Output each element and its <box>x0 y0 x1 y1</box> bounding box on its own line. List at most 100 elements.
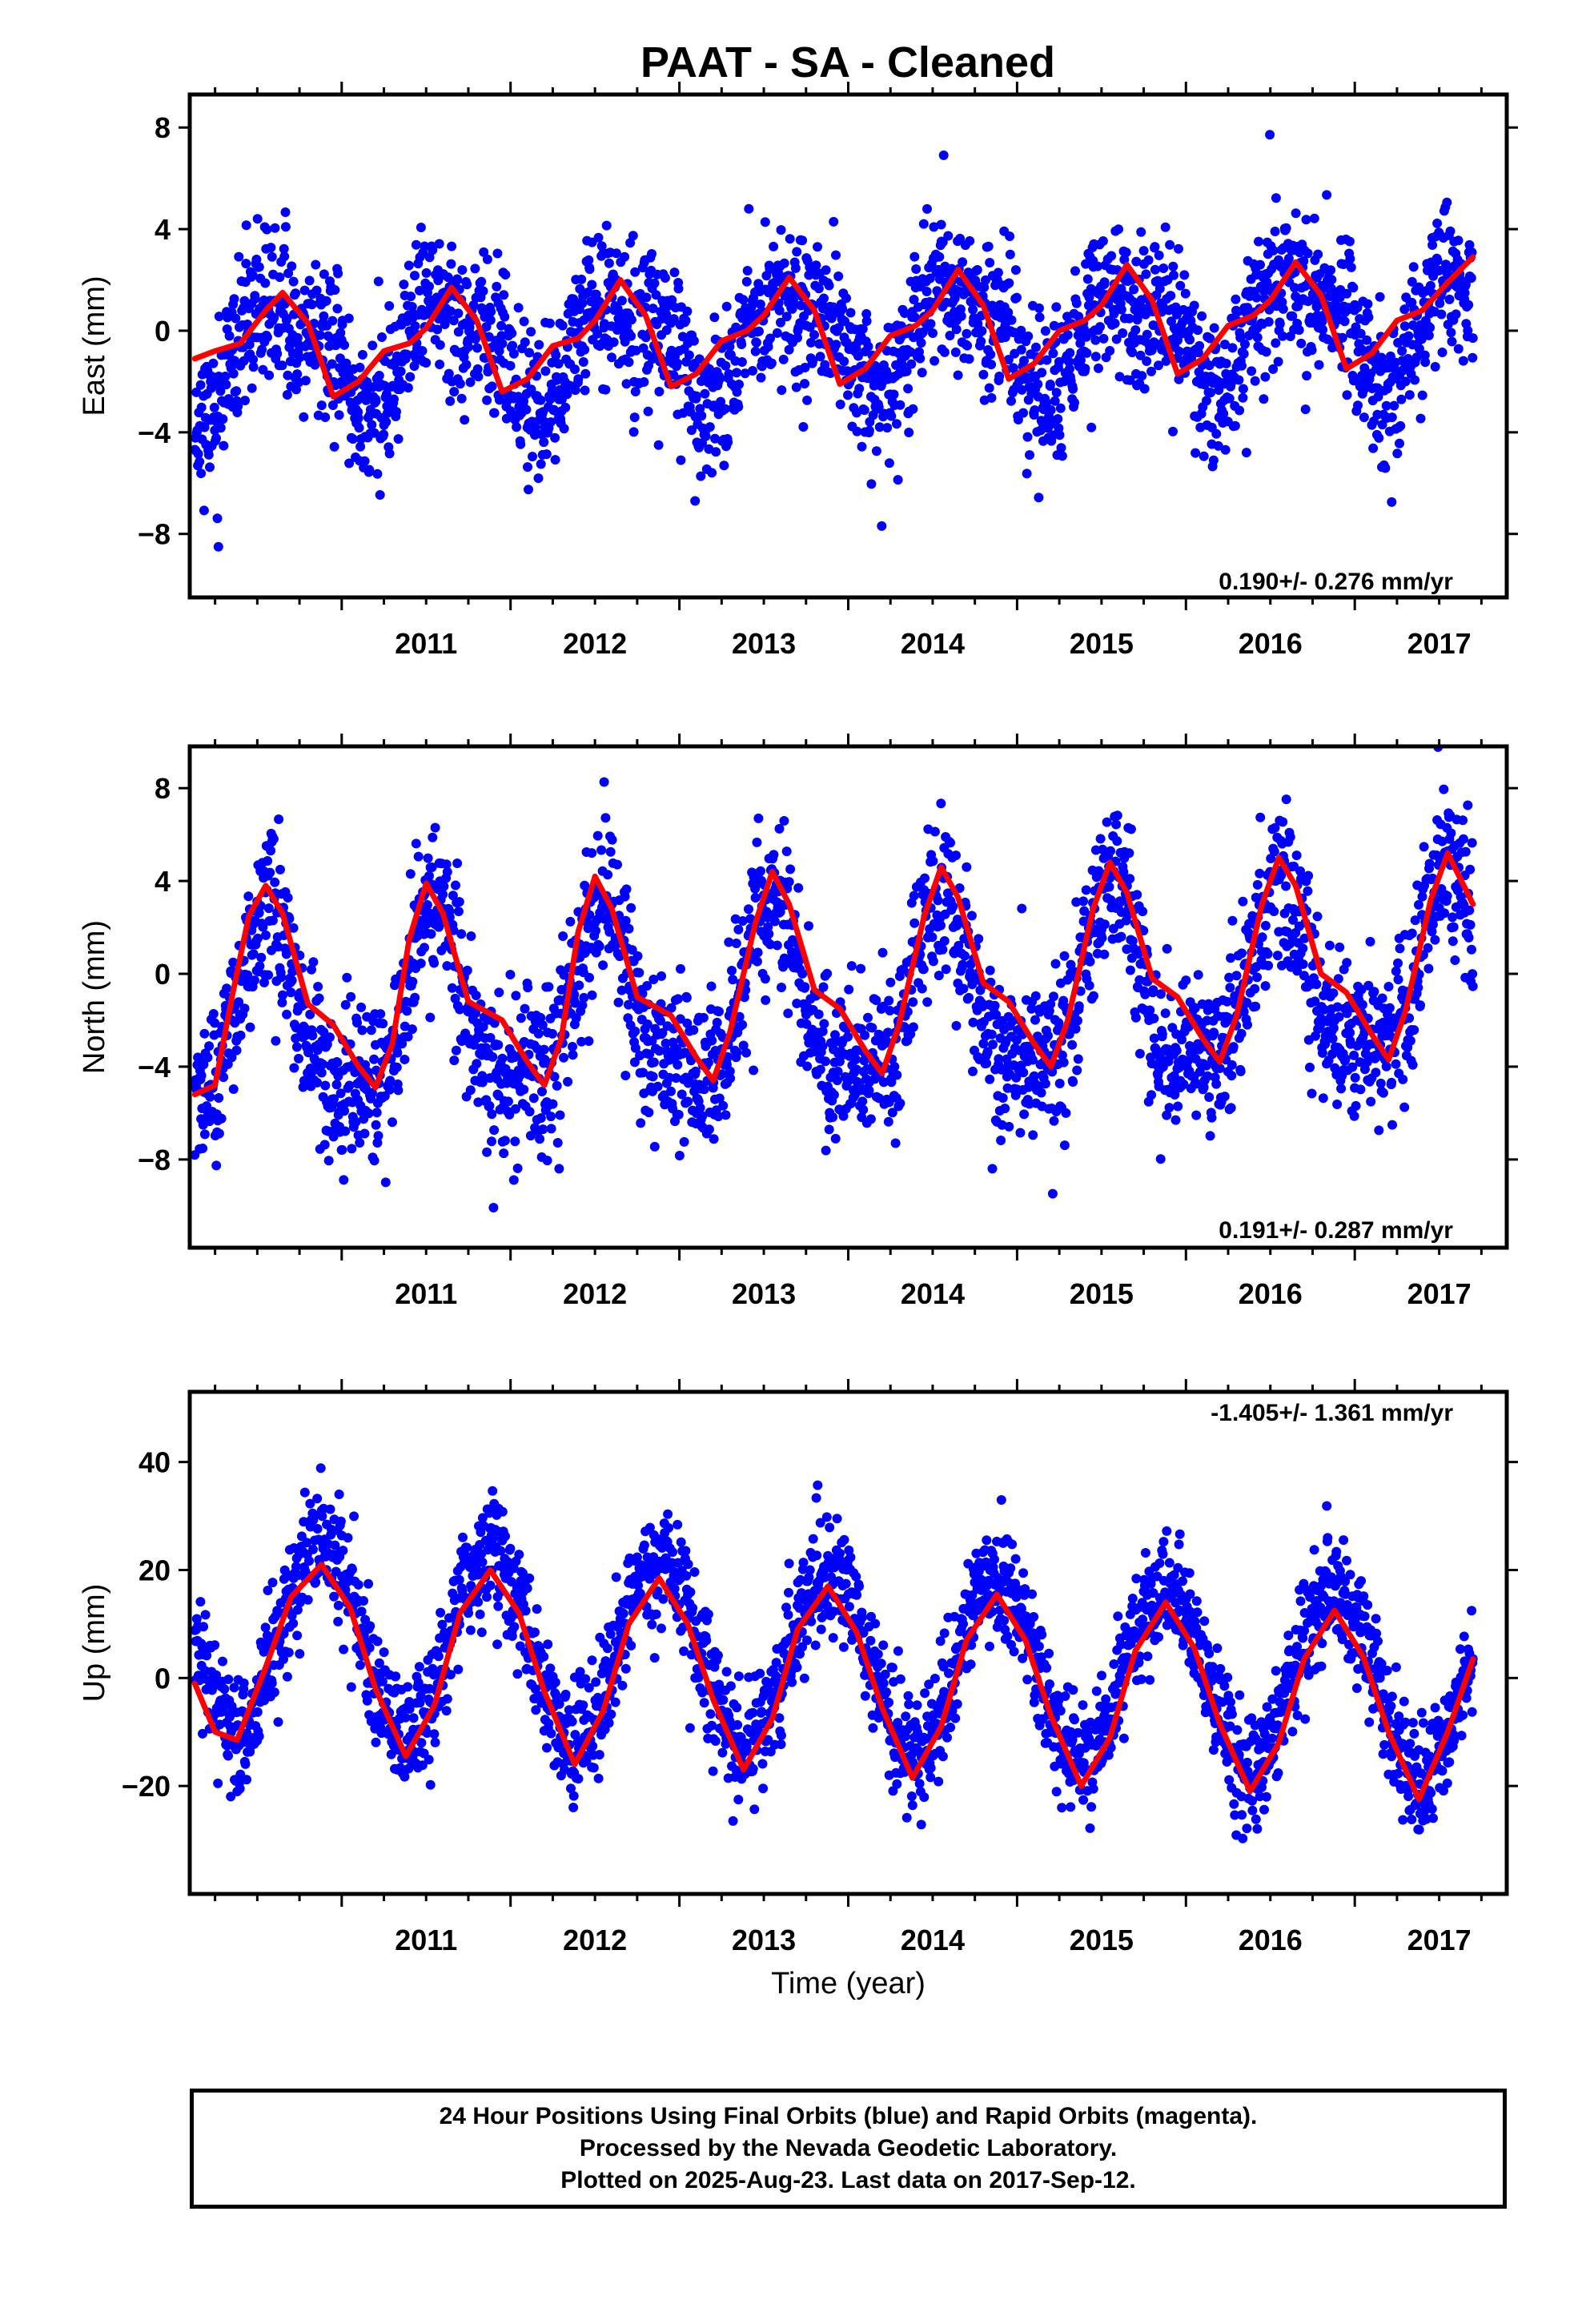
north-point <box>885 1006 895 1015</box>
north-point <box>724 937 734 947</box>
east-point <box>1034 493 1044 503</box>
north-point <box>941 964 951 975</box>
east-point <box>631 345 641 356</box>
east-point <box>1309 213 1319 223</box>
east-point <box>446 259 456 269</box>
north-point <box>760 974 770 984</box>
north-point <box>1251 1001 1261 1011</box>
north-point <box>927 932 938 943</box>
east-point <box>806 337 816 348</box>
north-point <box>1075 986 1086 996</box>
north-point <box>1157 1029 1167 1039</box>
north-point <box>1349 1050 1359 1060</box>
east-point <box>1300 404 1311 415</box>
north-point <box>1324 940 1335 951</box>
north-point <box>817 1041 828 1051</box>
north-point <box>1288 915 1298 925</box>
north-point <box>1340 1054 1351 1064</box>
east-point <box>909 251 920 262</box>
north-point <box>1029 1071 1039 1081</box>
north-point <box>828 1112 838 1122</box>
east-point <box>347 434 358 444</box>
east-point <box>1458 356 1468 366</box>
east-rate-label: 0.190+/- 0.276 mm/yr <box>1219 569 1453 595</box>
north-point <box>821 1056 830 1067</box>
east-point <box>1414 344 1424 354</box>
east-point <box>280 207 291 217</box>
north-point <box>214 1093 224 1103</box>
figure-title: PAAT - SA - Cleaned <box>640 38 1055 86</box>
north-point <box>763 922 773 932</box>
east-point <box>843 390 853 400</box>
east-point <box>732 368 742 378</box>
east-point <box>457 265 468 275</box>
east-point <box>267 251 277 262</box>
north-point <box>1237 948 1247 959</box>
east-point <box>697 411 707 421</box>
east-point <box>1230 420 1240 431</box>
north-point <box>844 984 854 995</box>
north-point <box>339 1106 350 1116</box>
east-point <box>269 312 279 323</box>
north-point <box>843 1031 853 1042</box>
east-xtick-label: 2012 <box>563 627 627 660</box>
east-point <box>737 340 747 349</box>
east-point <box>1139 384 1150 394</box>
north-point <box>199 1028 210 1039</box>
north-point <box>1332 1100 1343 1109</box>
east-point <box>570 385 580 396</box>
east-point <box>811 260 821 271</box>
east-point <box>507 328 517 339</box>
north-point <box>198 1144 208 1153</box>
east-point <box>1197 311 1207 321</box>
north-point <box>731 939 741 948</box>
north-point <box>1059 1140 1070 1151</box>
east-point <box>1051 302 1062 312</box>
east-point <box>279 251 290 262</box>
east-point <box>776 225 786 235</box>
north-point <box>1224 972 1235 983</box>
north-point <box>1227 1071 1237 1081</box>
north-point <box>1417 891 1427 902</box>
north-point <box>270 877 280 887</box>
north-point <box>1281 881 1291 891</box>
east-point <box>813 283 824 294</box>
east-point <box>1307 345 1317 356</box>
north-point <box>228 957 239 967</box>
east-point <box>528 452 537 462</box>
east-point <box>626 331 636 341</box>
east-point <box>1261 347 1271 357</box>
north-point <box>235 1030 246 1040</box>
north-point <box>452 858 463 868</box>
east-point <box>231 313 241 324</box>
north-point <box>718 1100 729 1111</box>
east-point <box>521 404 532 415</box>
east-point <box>196 468 207 479</box>
east-point <box>447 241 457 251</box>
north-point <box>228 1084 239 1094</box>
east-xtick-label: 2016 <box>1239 627 1303 660</box>
east-point <box>1346 262 1356 272</box>
north-point <box>936 920 946 931</box>
east-point <box>916 338 926 348</box>
east-point <box>1238 392 1248 403</box>
north-point <box>594 941 604 951</box>
north-point <box>243 970 253 980</box>
north-point <box>511 991 521 1001</box>
east-point <box>1254 236 1263 247</box>
east-point <box>1289 283 1299 293</box>
east-point <box>1271 193 1281 203</box>
north-point <box>629 1057 640 1068</box>
east-point <box>608 337 619 348</box>
north-point <box>756 866 765 876</box>
north-point <box>367 1088 377 1098</box>
east-point <box>247 270 258 280</box>
north-point <box>666 1086 676 1096</box>
east-point <box>1423 330 1434 340</box>
east-point <box>978 369 989 380</box>
north-point <box>1391 966 1401 976</box>
east-point <box>715 373 725 384</box>
east-point <box>299 412 309 422</box>
east-point <box>357 350 367 360</box>
